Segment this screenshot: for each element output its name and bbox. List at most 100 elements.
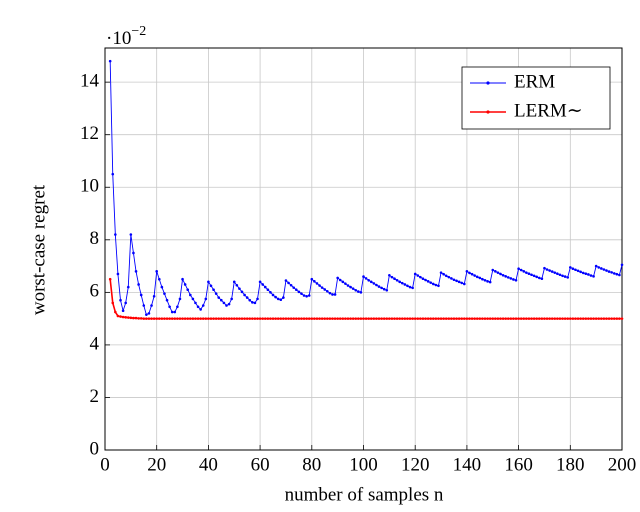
data-point xyxy=(150,304,153,307)
data-point xyxy=(238,287,241,290)
data-point xyxy=(364,277,368,280)
data-point xyxy=(157,277,161,281)
data-point xyxy=(385,288,389,292)
data-point xyxy=(341,280,345,284)
data-point xyxy=(209,284,213,288)
data-point xyxy=(424,278,427,282)
data-point xyxy=(189,293,192,297)
data-point xyxy=(186,288,190,292)
data-point xyxy=(173,317,177,320)
data-point xyxy=(116,314,120,318)
x-tick-label: 100 xyxy=(349,454,378,475)
data-point xyxy=(519,268,523,272)
data-point xyxy=(328,317,332,320)
data-point xyxy=(289,317,293,320)
data-point xyxy=(431,282,435,286)
data-point xyxy=(452,278,456,282)
data-point xyxy=(160,317,164,320)
data-point xyxy=(331,293,334,296)
data-point xyxy=(346,284,350,287)
data-point xyxy=(152,294,156,298)
data-point xyxy=(550,270,554,273)
data-point xyxy=(408,285,412,289)
data-point xyxy=(121,309,125,313)
data-point xyxy=(284,317,288,320)
data-point xyxy=(439,271,443,274)
data-point xyxy=(207,280,210,284)
data-point xyxy=(199,317,202,320)
data-point xyxy=(395,278,399,282)
data-point xyxy=(388,317,391,320)
data-point xyxy=(460,317,464,320)
data-point xyxy=(142,304,146,307)
data-point xyxy=(576,317,580,320)
data-point xyxy=(349,317,352,320)
y-axis-label: worst-case regret xyxy=(28,184,49,315)
data-point xyxy=(253,301,257,305)
data-point xyxy=(274,317,277,320)
data-point xyxy=(336,317,339,320)
y-tick-label: 6 xyxy=(90,281,100,302)
x-tick-label: 40 xyxy=(199,454,218,475)
data-point xyxy=(411,317,414,320)
data-point xyxy=(196,305,200,309)
data-point xyxy=(587,273,590,276)
data-point xyxy=(431,317,435,320)
data-point xyxy=(429,281,433,284)
data-point xyxy=(297,317,301,320)
data-point xyxy=(398,280,401,284)
data-point xyxy=(183,317,187,320)
data-point xyxy=(170,317,174,320)
data-point xyxy=(429,317,433,320)
x-tick-label: 160 xyxy=(504,454,533,475)
x-tick-label: 80 xyxy=(302,454,321,475)
data-point xyxy=(610,271,613,274)
data-point xyxy=(201,304,205,307)
data-point xyxy=(618,273,621,277)
data-point xyxy=(318,317,321,320)
data-point xyxy=(354,288,358,292)
data-point xyxy=(181,317,184,320)
data-point xyxy=(504,317,507,320)
data-point xyxy=(535,317,538,320)
data-point xyxy=(227,302,231,306)
data-point xyxy=(147,312,151,315)
data-point xyxy=(597,266,601,269)
data-point xyxy=(289,283,293,287)
data-point xyxy=(563,317,567,320)
data-point xyxy=(139,293,143,297)
data-point xyxy=(442,317,445,320)
data-point xyxy=(413,317,417,320)
data-point xyxy=(196,317,200,320)
data-point xyxy=(522,270,526,273)
data-point xyxy=(600,267,603,270)
data-point xyxy=(385,317,389,320)
data-point xyxy=(328,291,332,295)
data-point xyxy=(139,317,143,320)
data-point xyxy=(372,282,376,285)
data-point xyxy=(592,317,595,320)
data-point xyxy=(574,317,577,320)
data-point xyxy=(540,317,544,320)
data-point xyxy=(284,279,288,282)
data-point xyxy=(269,291,272,294)
plot-frame xyxy=(104,47,623,451)
data-point xyxy=(377,317,381,320)
y-tick-label: 4 xyxy=(90,333,100,354)
data-point xyxy=(351,317,355,320)
data-point xyxy=(426,280,430,283)
data-point xyxy=(248,298,252,302)
data-point xyxy=(442,272,445,276)
data-point xyxy=(584,317,588,320)
data-point xyxy=(478,317,482,320)
data-point xyxy=(142,317,146,320)
data-point xyxy=(468,317,471,320)
data-point xyxy=(465,317,469,320)
data-point xyxy=(261,317,264,320)
data-point xyxy=(602,317,606,320)
data-point xyxy=(225,304,228,307)
data-point xyxy=(126,285,130,289)
data-point xyxy=(292,317,296,320)
data-point xyxy=(406,317,409,320)
data-point xyxy=(287,281,290,285)
